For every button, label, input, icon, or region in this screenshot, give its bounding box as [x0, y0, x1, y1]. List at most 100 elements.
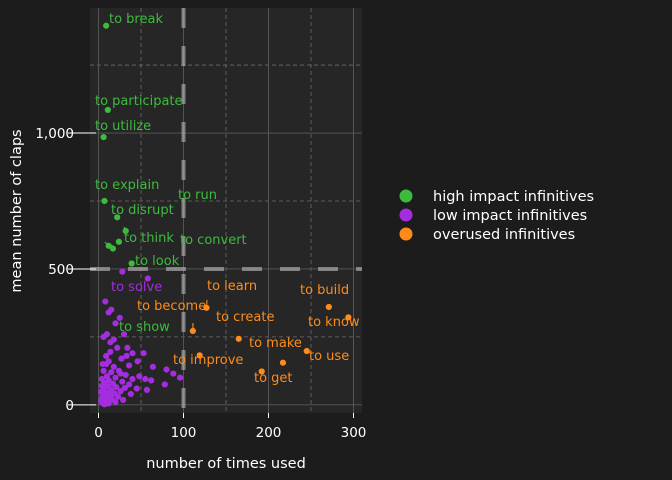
point-label: to convert	[180, 233, 247, 248]
data-point-series-1	[126, 362, 133, 369]
data-point-series-2	[345, 314, 352, 321]
y-axis-title: mean number of claps	[9, 129, 25, 292]
data-point-series-0	[100, 134, 107, 141]
point-label: to think	[124, 231, 174, 246]
point-label: to make	[249, 336, 302, 351]
data-point-series-2	[325, 303, 332, 311]
data-point-series-2	[196, 352, 203, 359]
data-point-series-1	[114, 344, 121, 351]
data-point-series-1	[117, 370, 124, 377]
data-point-series-1	[119, 268, 126, 275]
y-tick-label: 500	[48, 262, 74, 278]
data-point-series-1	[123, 352, 130, 360]
x-tick-label: 100	[171, 425, 197, 441]
data-point-series-1	[143, 386, 151, 393]
axes: 0 100 200 300 0 500 1,000	[35, 126, 366, 441]
data-point-series-1	[129, 350, 136, 357]
legend-key-series-2	[399, 227, 413, 241]
data-point-series-1	[110, 363, 117, 370]
data-point-series-1	[103, 360, 110, 368]
point-label: to learn	[207, 279, 257, 294]
data-point-series-1	[142, 375, 149, 383]
data-point-series-2	[279, 359, 287, 366]
data-point-series-0	[114, 214, 121, 221]
data-point-series-1	[144, 275, 151, 282]
data-point-series-1	[102, 298, 109, 305]
point-label: to create	[216, 310, 274, 325]
data-point-series-0	[103, 22, 110, 29]
point-label: to break	[109, 12, 163, 27]
data-point-series-1	[118, 355, 125, 362]
point-label: to solve	[111, 280, 162, 295]
data-point-series-0	[115, 238, 122, 245]
data-point-series-1	[140, 350, 147, 357]
data-point-series-1	[120, 396, 127, 404]
data-point-series-1	[117, 388, 124, 395]
annotation-leader-line	[104, 241, 110, 247]
data-point-series-1	[134, 358, 141, 365]
data-point-series-1	[124, 344, 131, 351]
legend-label-series-1: low impact infinitives	[433, 208, 587, 224]
data-point-series-1	[148, 377, 155, 384]
data-point-series-1	[122, 371, 129, 379]
point-label: to disrupt	[111, 203, 174, 218]
legend-key-series-1	[399, 208, 413, 222]
data-point-series-1	[103, 352, 110, 360]
point-label: to build	[300, 283, 349, 298]
legend-key-series-0	[399, 189, 413, 203]
data-point-series-1	[108, 369, 115, 376]
data-point-series-1	[170, 370, 177, 377]
data-point-series-1	[127, 390, 134, 398]
data-point-series-0	[101, 197, 108, 205]
legend-label-series-2: overused infinitives	[433, 227, 575, 243]
point-label: to get	[254, 371, 293, 386]
data-point-series-1	[112, 320, 119, 327]
data-point-series-1	[113, 384, 120, 391]
data-point-series-1	[107, 339, 114, 346]
data-point-series-2	[203, 304, 210, 311]
data-point-series-1	[109, 390, 116, 398]
data-point-series-1	[120, 331, 128, 338]
point-label: to participate	[95, 94, 183, 109]
data-point-series-1	[133, 385, 140, 392]
legend-label-series-0: high impact infinitives	[433, 189, 594, 205]
data-point-series-2	[258, 368, 265, 375]
gridlines	[90, 8, 362, 413]
annotation-leader-line	[123, 226, 127, 232]
data-point-series-1	[126, 381, 133, 388]
point-label: to know	[308, 315, 360, 330]
data-point-series-1	[129, 375, 136, 383]
data-point-series-1	[100, 333, 107, 340]
data-point-series-1	[101, 401, 108, 408]
data-point-series-1	[107, 348, 114, 355]
annotation-leader-line	[205, 299, 208, 308]
data-point-series-1	[119, 378, 126, 385]
data-point-series-2	[303, 347, 310, 355]
data-point-series-1	[163, 366, 170, 373]
point-label: to show	[119, 320, 170, 335]
x-tick-label: 0	[94, 425, 103, 441]
data-point-series-1	[105, 309, 112, 316]
data-point-series-1	[121, 384, 128, 392]
data-point-series-0	[128, 260, 135, 267]
data-point-series-1	[112, 399, 119, 406]
data-point-series-1	[136, 373, 143, 380]
point-label: to run	[178, 188, 217, 203]
data-point-series-0	[104, 106, 111, 114]
data-point-series-2	[235, 335, 242, 342]
data-point-series-1	[149, 363, 156, 370]
annotation-leader-line	[111, 244, 114, 249]
y-tick-label: 1,000	[35, 126, 74, 142]
point-label: to improve	[173, 353, 243, 368]
data-points	[97, 22, 352, 408]
point-label: to explain	[95, 178, 159, 193]
x-tick-label: 300	[341, 425, 367, 441]
data-point-series-1	[100, 367, 107, 374]
reference-lines	[90, 8, 362, 413]
data-point-series-1	[114, 393, 122, 400]
legend: high impact infinitives low impact infini…	[399, 189, 594, 243]
x-tick-label: 200	[256, 425, 282, 441]
point-label: to look	[135, 254, 180, 269]
x-axis-title: number of times used	[146, 456, 306, 472]
